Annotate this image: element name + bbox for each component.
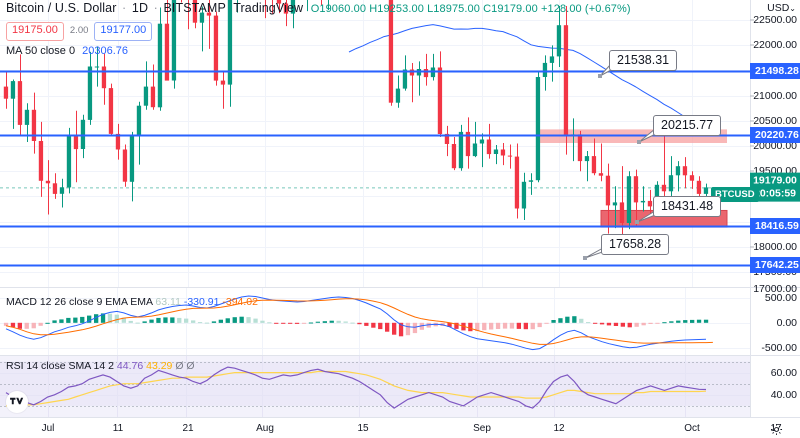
price-level-tag-2[interactable]: 18416.59	[750, 217, 800, 234]
axis-tick	[750, 95, 754, 97]
price-axis[interactable]: USD⌄ 22500.00 22000.00 21000.00 20500.00 200…	[750, 0, 800, 287]
exchange-label[interactable]: BITSTAMP	[163, 1, 226, 15]
macd-tick-0: 500.00	[764, 292, 797, 305]
axis-divider	[750, 0, 751, 417]
annotation-callout-18431[interactable]: 18431.48	[653, 196, 722, 217]
rsi-canvas	[0, 356, 750, 417]
interval-label[interactable]: 1D	[131, 1, 149, 15]
time-tick-5: Sep	[473, 423, 491, 434]
annotation-callout-17658[interactable]: 17658.28	[601, 234, 670, 255]
axis-tick	[750, 44, 754, 46]
rsi-axis: 60.00 40.00	[750, 355, 800, 417]
currency-label: USD	[767, 2, 790, 14]
macd-axis: 500.00 0.00 -500.00 17000.00	[750, 283, 800, 355]
source-symbol-tag: BTCUSD	[711, 187, 759, 202]
provider-label: TradingView	[233, 1, 304, 15]
macd-tick-top: 17000.00	[753, 283, 797, 295]
macd-tick-1: 0.00	[776, 316, 797, 329]
time-tick-3: Aug	[256, 423, 274, 434]
tradingview-logo-icon[interactable]	[6, 391, 28, 413]
price-tick-1: 22000.00	[753, 39, 797, 52]
price-level-tag-3[interactable]: 17642.25	[750, 256, 800, 273]
price-chart-canvas	[0, 0, 750, 287]
price-tick-6: 18000.00	[753, 240, 797, 253]
separator-1: ·	[122, 1, 127, 15]
symbol-name[interactable]: Bitcoin / U.S. Dollar	[6, 1, 117, 15]
main-price-pane[interactable]	[0, 0, 750, 287]
last-price-value: 19179.00	[753, 174, 797, 187]
bar-countdown: 20:05:59	[753, 187, 797, 200]
macd-pane[interactable]	[0, 287, 750, 355]
rsi-tick-0: 60.00	[770, 366, 797, 379]
annotation-callout-20215[interactable]: 20215.77	[653, 115, 722, 136]
rsi-extra-2: Ø	[186, 360, 195, 372]
rsi-pane[interactable]	[0, 355, 750, 417]
price-tick-4: 20000.00	[753, 140, 797, 153]
axis-tick	[750, 246, 754, 248]
macd-legend[interactable]: MACD 12 26 close 9 EMA EMA 63.11 -330.91…	[6, 296, 258, 308]
macd-canvas	[0, 288, 750, 355]
axis-tick	[750, 19, 754, 21]
ma-legend-label: MA 50 close 0	[6, 44, 76, 57]
time-tick-7: Oct	[684, 423, 700, 434]
chart-legend: Bitcoin / U.S. Dollar · 1D · BITSTAMP Tr…	[6, 1, 631, 58]
macd-hist-value: 63.11	[155, 296, 181, 308]
time-tick-8: 17	[770, 423, 782, 434]
legend-title-row: Bitcoin / U.S. Dollar · 1D · BITSTAMP Tr…	[6, 1, 631, 17]
axis-tick	[750, 120, 754, 122]
macd-signal-value: -394.02	[222, 296, 258, 308]
time-tick-1: 11	[112, 423, 124, 434]
annotation-callout-21538[interactable]: 21538.31	[609, 50, 678, 71]
gear-icon[interactable]	[770, 423, 783, 436]
rsi-legend[interactable]: RSI 14 close SMA 14 2 44.76 43.29 Ø Ø	[6, 360, 195, 372]
separator-2: ·	[153, 1, 158, 15]
price-tick-2: 21000.00	[753, 89, 797, 102]
rsi-value: 44.76	[116, 360, 144, 372]
macd-legend-label: MACD 12 26 close 9 EMA EMA	[6, 296, 153, 308]
spread-value: 2.00	[69, 25, 89, 37]
ohlc-values: O19060.00 H19253.00 L18975.00 C19179.00 …	[310, 3, 631, 15]
axis-tick	[750, 170, 754, 172]
time-tick-2: 21	[182, 423, 194, 434]
bid-price-box[interactable]: 19175.00	[6, 21, 64, 41]
time-tick-6: 12	[553, 423, 565, 434]
time-tick-4: 15	[357, 423, 369, 434]
price-level-tag-1[interactable]: 20220.76	[750, 126, 800, 143]
price-tick-3: 20500.00	[753, 114, 797, 127]
price-tick-0: 22500.00	[753, 14, 797, 27]
rsi-sma-value: 43.29	[146, 360, 173, 372]
currency-selector[interactable]: USD⌄	[767, 2, 796, 14]
time-axis[interactable]: Jul 11 21 Aug 15 Sep 12 Oct 17	[0, 417, 800, 438]
time-tick-0: Jul	[41, 423, 55, 434]
macd-line-value: -330.91	[183, 296, 220, 308]
rsi-extra-1: Ø	[175, 360, 184, 372]
chevron-down-icon[interactable]: ⌄	[789, 4, 796, 13]
axis-tick	[750, 145, 754, 147]
ma-legend-value: 20306.76	[82, 44, 129, 57]
quote-row: 19175.00 2.00 19177.00	[6, 21, 631, 41]
rsi-legend-label: RSI 14 close SMA 14 2	[6, 360, 114, 372]
rsi-tick-1: 40.00	[770, 388, 797, 401]
ma-legend-row[interactable]: MA 50 close 0 20306.76	[6, 45, 631, 59]
macd-tick-2: -500.00	[761, 341, 797, 354]
tv-logo-glyph	[10, 397, 24, 405]
ask-price-box[interactable]: 19177.00	[94, 21, 153, 41]
price-level-tag-0[interactable]: 21498.28	[750, 62, 800, 79]
